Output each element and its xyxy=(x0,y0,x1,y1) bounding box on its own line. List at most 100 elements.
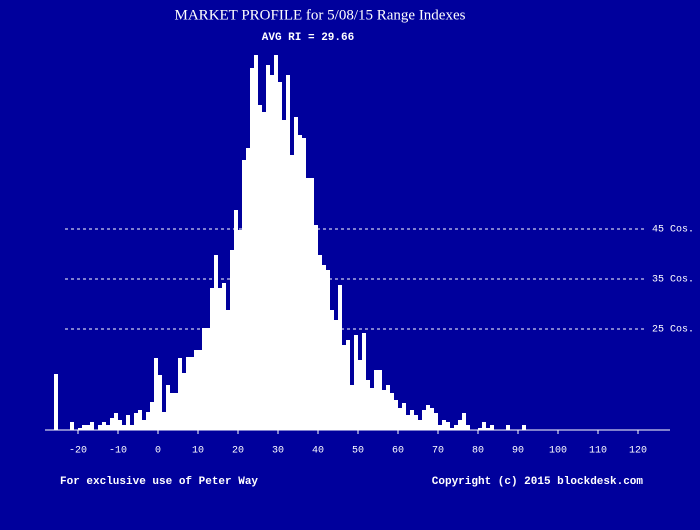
bar xyxy=(382,390,386,430)
reference-label: 45 Cos. xyxy=(652,225,694,236)
bar xyxy=(54,374,58,430)
bar xyxy=(490,425,494,430)
bar xyxy=(478,428,482,430)
bar xyxy=(318,255,322,430)
bar xyxy=(350,385,354,430)
bar xyxy=(142,420,146,430)
bar xyxy=(386,385,390,430)
bar xyxy=(178,358,182,430)
x-tick-label: 120 xyxy=(629,446,647,457)
bar xyxy=(434,413,438,430)
bar xyxy=(486,428,490,430)
bar xyxy=(274,55,278,430)
x-tick-label: 70 xyxy=(432,446,444,457)
bar xyxy=(134,413,138,430)
bar xyxy=(330,310,334,430)
x-tick-label: 60 xyxy=(392,446,404,457)
bar xyxy=(206,328,210,430)
bar xyxy=(506,425,510,430)
bar xyxy=(118,420,122,430)
bar xyxy=(226,310,230,430)
bar xyxy=(402,403,406,430)
bar xyxy=(222,283,226,430)
bar xyxy=(354,335,358,430)
bar xyxy=(122,425,126,430)
bar xyxy=(306,178,310,430)
bar xyxy=(322,265,326,430)
bar xyxy=(522,425,526,430)
bar xyxy=(166,385,170,430)
bar xyxy=(298,135,302,430)
bar xyxy=(458,420,462,430)
bar xyxy=(106,425,110,430)
bar xyxy=(234,210,238,430)
bar xyxy=(422,410,426,430)
bar xyxy=(110,418,114,430)
x-tick-label: 40 xyxy=(312,446,324,457)
bar xyxy=(190,357,194,430)
bar xyxy=(442,420,446,430)
footer-left: For exclusive use of Peter Way xyxy=(60,476,258,488)
bar xyxy=(230,250,234,430)
bar xyxy=(242,160,246,430)
bar xyxy=(466,425,470,430)
bar xyxy=(238,230,242,430)
bar xyxy=(366,380,370,430)
bar xyxy=(210,288,214,430)
bar xyxy=(394,400,398,430)
bar xyxy=(450,428,454,430)
bar xyxy=(86,425,90,430)
x-tick-label: 80 xyxy=(472,446,484,457)
bar xyxy=(78,428,82,430)
bar xyxy=(398,408,402,430)
bar xyxy=(294,117,298,430)
bar xyxy=(358,360,362,430)
bar xyxy=(454,425,458,430)
bar xyxy=(170,393,174,430)
bar xyxy=(262,112,266,430)
bar xyxy=(310,178,314,430)
bar xyxy=(290,155,294,430)
bar xyxy=(114,413,118,430)
reference-label: 35 Cos. xyxy=(652,275,694,286)
bar xyxy=(462,413,466,430)
bar xyxy=(406,415,410,430)
bar xyxy=(370,388,374,430)
bar xyxy=(346,340,350,430)
chart-subtitle: AVG RI = 29.66 xyxy=(262,32,354,44)
bar xyxy=(482,422,486,430)
x-tick-label: 10 xyxy=(192,446,204,457)
bar xyxy=(446,422,450,430)
bar xyxy=(130,425,134,430)
bar xyxy=(314,225,318,430)
x-tick-label: 20 xyxy=(232,446,244,457)
x-tick-label: 0 xyxy=(155,446,161,457)
reference-label: 25 Cos. xyxy=(652,325,694,336)
bar xyxy=(70,422,74,430)
bar xyxy=(302,138,306,430)
x-tick-label: 30 xyxy=(272,446,284,457)
bar xyxy=(198,350,202,430)
footer-right: Copyright (c) 2015 blockdesk.com xyxy=(432,476,644,488)
bar xyxy=(338,285,342,430)
bar xyxy=(430,408,434,430)
bar xyxy=(362,333,366,430)
bar xyxy=(270,75,274,430)
bar xyxy=(254,55,258,430)
bar xyxy=(378,370,382,430)
bar xyxy=(98,425,102,430)
bar xyxy=(418,420,422,430)
bar xyxy=(202,328,206,430)
bar xyxy=(186,357,190,430)
chart-title: MARKET PROFILE for 5/08/15 Range Indexes xyxy=(175,7,466,23)
bar xyxy=(182,373,186,430)
bar xyxy=(126,415,130,430)
bar xyxy=(174,393,178,430)
x-tick-label: 90 xyxy=(512,446,524,457)
bar xyxy=(246,148,250,430)
bar xyxy=(154,358,158,430)
bar xyxy=(426,405,430,430)
bar xyxy=(102,422,106,430)
